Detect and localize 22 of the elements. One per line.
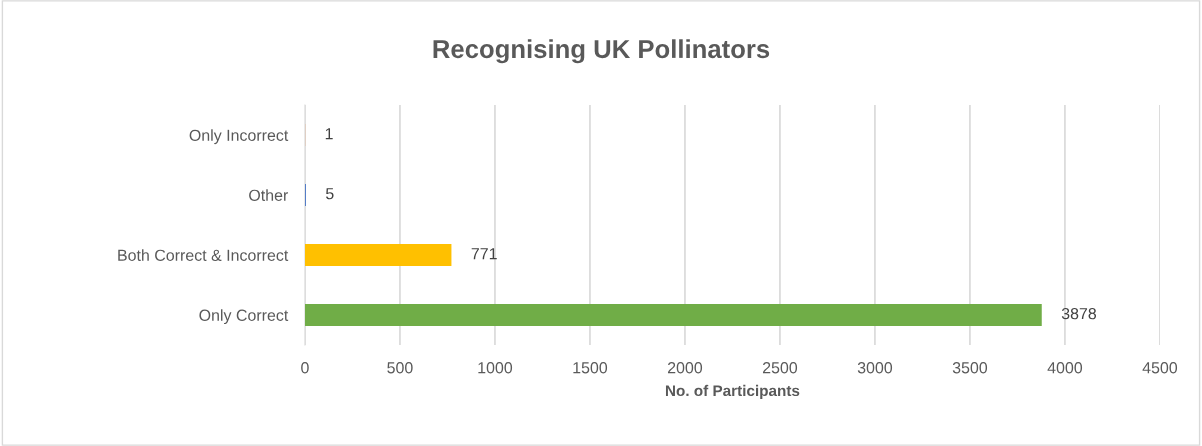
x-tick-label: 3500 [952, 362, 988, 374]
x-tick-label: 2000 [667, 362, 703, 374]
data-label: 771 [471, 248, 497, 260]
x-tick-label: 4000 [1047, 362, 1083, 374]
x-tick-label: 3000 [857, 362, 893, 374]
data-label: 3878 [1061, 307, 1097, 320]
x-tick-label: 1000 [478, 362, 513, 374]
data-label: 5 [325, 188, 334, 200]
x-tick-label: 0 [301, 362, 309, 374]
x-tick-label: 1500 [573, 362, 608, 374]
y-tick-label: Other [249, 189, 289, 201]
bar [304, 243, 452, 267]
y-tick-label: Only Incorrect [189, 129, 289, 145]
y-tick-label: Both Correct & Incorrect [118, 249, 289, 261]
x-tick-label: 2500 [762, 362, 798, 374]
y-tick-label: Only Correct [199, 309, 289, 325]
chart-title: Recognising UK Pollinators [433, 39, 770, 64]
data-label: 1 [325, 128, 333, 140]
x-tick-label: 500 [387, 362, 413, 374]
bar [304, 303, 1042, 327]
x-axis-title: No. of Participants [665, 384, 800, 400]
x-tick-label: 4500 [1142, 362, 1178, 374]
